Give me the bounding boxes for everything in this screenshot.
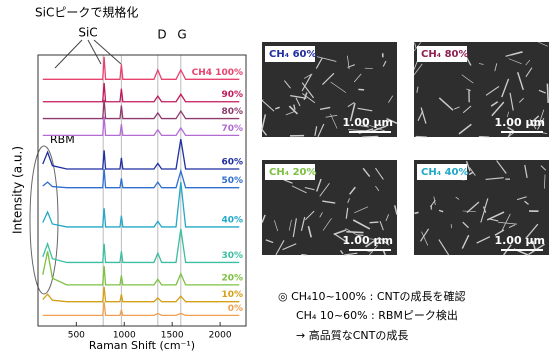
note: → 高品質なCNTの成長: [296, 328, 408, 342]
plot: 500 1000 1500 2000 CH4 100% 90% 80% 70% 60% 50% 40…: [38, 55, 246, 341]
series-label: 60%: [221, 158, 243, 168]
sem-image: CH₄ 60% 1.00 μm: [262, 42, 397, 137]
peak-label: SiC: [78, 26, 97, 40]
spectrum-line: [43, 251, 239, 285]
fiber: [547, 84, 548, 103]
series-label: 70%: [221, 124, 243, 134]
scale-label: 1.00 μm: [342, 234, 393, 247]
series-label: 90%: [221, 90, 243, 100]
note: ◎ CH₄10~100% : CNTの成長を確認: [278, 289, 465, 303]
sem-image: CH₄ 80% 1.00 μm: [414, 42, 549, 137]
series-label: 40%: [221, 215, 243, 225]
peak-label: D: [157, 28, 166, 42]
spectrum-line: [43, 83, 239, 102]
series-label: 20%: [221, 273, 243, 283]
series-label: CH4 100%: [192, 68, 243, 78]
fiber: [370, 222, 379, 223]
spectrum-line: [43, 182, 239, 227]
fiber: [358, 89, 364, 90]
x-axis-label: Raman Shift (cm⁻¹): [89, 339, 195, 352]
spectrum-line: [43, 100, 239, 119]
fiber: [416, 136, 427, 137]
fiber: [346, 232, 363, 233]
series-label: 50%: [221, 176, 243, 186]
series-label: 30%: [221, 251, 243, 261]
x-tick-label: 500: [68, 331, 85, 341]
sem-image: CH₄ 20% 1.00 μm: [262, 160, 397, 255]
fiber: [479, 136, 489, 137]
x-tick-label: 1000: [113, 331, 136, 341]
spectrum-line: [43, 302, 239, 315]
arrow: [55, 40, 82, 68]
sem-panels: CH₄ 60% 1.00 μm CH₄ 80% 1.00 μm CH₄ 20% 1.00 …: [262, 42, 549, 342]
sem-label: CH₄ 80%: [421, 49, 469, 60]
fiber: [362, 136, 378, 137]
sem-label: CH₄ 40%: [421, 167, 469, 178]
y-axis-label: Intensity (a.u.): [11, 146, 25, 234]
arrow: [88, 40, 101, 64]
spectrum-line: [43, 229, 239, 263]
chart-title: SiCピークで規格化: [35, 5, 138, 20]
figure: SiCピークで規格化 Raman Shift (cm⁻¹) Intensity …: [0, 0, 557, 352]
arrow: [94, 40, 121, 64]
series-label: 0%: [228, 304, 243, 314]
peak-label: G: [177, 28, 186, 42]
sem-image: CH₄ 40% 1.00 μm: [414, 160, 549, 255]
spectrum-line: [43, 287, 239, 302]
series-label: 80%: [221, 107, 243, 117]
x-tick-label: 1500: [161, 331, 184, 341]
scale-label: 1.00 μm: [494, 234, 545, 247]
series-label: 10%: [221, 290, 243, 300]
note: CH₄ 10~60% : RBMピーク検出: [296, 308, 458, 322]
x-tick-label: 2000: [209, 331, 232, 341]
sem-label: CH₄ 20%: [269, 167, 317, 178]
sem-label: CH₄ 60%: [269, 49, 317, 60]
scale-label: 1.00 μm: [342, 116, 393, 129]
scale-label: 1.00 μm: [494, 116, 545, 129]
fiber: [414, 212, 418, 213]
spectrum-line: [43, 169, 239, 188]
